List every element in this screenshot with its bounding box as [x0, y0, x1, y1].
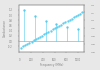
- Y-axis label: Conductance: Conductance: [3, 19, 7, 37]
- X-axis label: Frequency (MHz): Frequency (MHz): [40, 63, 63, 67]
